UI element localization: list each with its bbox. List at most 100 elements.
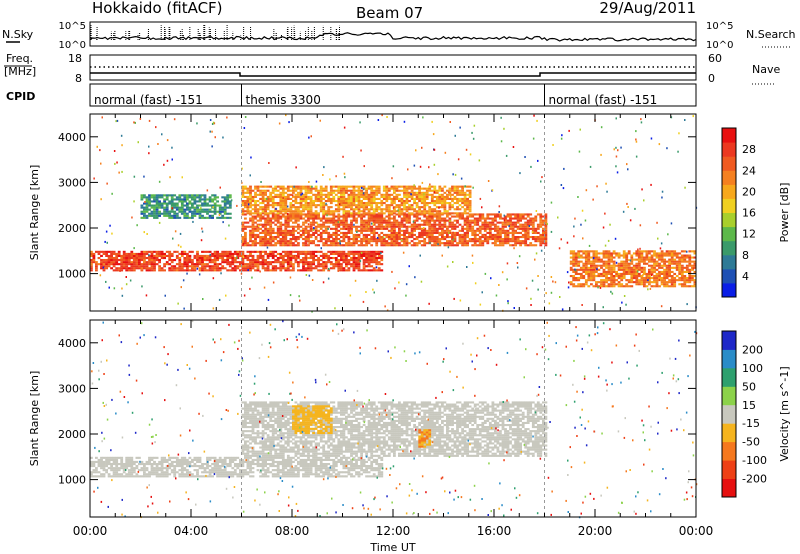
echo-cell (494, 215, 497, 218)
echo-cell (340, 231, 343, 234)
echo-cell (236, 254, 240, 257)
echo-speck (635, 130, 637, 133)
echo-cell (256, 269, 260, 272)
echo-cell (120, 467, 124, 470)
echo-cell (653, 277, 656, 280)
echo-cell (413, 197, 416, 200)
echo-cell (446, 219, 449, 222)
echo-cell (201, 198, 204, 201)
echo-cell (279, 238, 283, 241)
echo-cell (332, 217, 336, 220)
echo-speck (642, 273, 644, 276)
echo-cell (468, 215, 472, 218)
echo-cell (302, 265, 305, 268)
echo-cell (448, 213, 452, 216)
echo-speck (519, 172, 521, 175)
echo-cell (302, 252, 305, 255)
echo-cell (286, 261, 290, 264)
echo-cell (191, 212, 194, 215)
echo-cell (289, 244, 293, 247)
echo-cell (115, 473, 119, 476)
echo-cell (380, 242, 384, 245)
echo-cell (292, 195, 295, 198)
echo-cell (542, 231, 545, 234)
echo-cell (132, 267, 136, 270)
echo-cell (587, 258, 591, 261)
echo-cell (403, 187, 406, 190)
echo-cell (193, 202, 197, 205)
echo-cell (90, 254, 93, 257)
echo-cell (302, 187, 305, 190)
echo-cell (153, 265, 156, 268)
echo-speck (325, 202, 327, 205)
echo-cell (155, 210, 159, 213)
echo-cell (663, 281, 666, 284)
echo-speck (356, 231, 358, 233)
echo-cell (297, 206, 300, 209)
echo-cell (302, 257, 305, 260)
echo-cell (186, 206, 189, 209)
echo-cell (286, 197, 290, 200)
echo-cell (112, 261, 116, 264)
echo-cell (201, 216, 204, 219)
echo-cell (471, 233, 475, 236)
echo-cell (294, 238, 298, 241)
echo-cell (516, 213, 520, 216)
echo-cell (345, 191, 348, 194)
echo-speck (299, 299, 301, 302)
echo-cell (448, 242, 452, 245)
echo-speck (666, 147, 668, 150)
echo-cell (504, 225, 507, 228)
echo-cell (683, 275, 687, 278)
echo-cell (441, 213, 444, 216)
echo-cell (393, 202, 396, 205)
echo-cell (269, 263, 273, 266)
echo-cell (418, 240, 421, 243)
echo-speck (457, 158, 460, 161)
echo-cell (160, 206, 164, 209)
echo-cell (398, 204, 401, 207)
echo-cell (453, 189, 457, 192)
echo-cell (645, 250, 649, 253)
echo-speck (604, 244, 607, 247)
echo-cell (390, 233, 394, 236)
echo-cell (600, 283, 603, 286)
echo-cell (655, 268, 659, 271)
echo-cell (352, 200, 356, 203)
echo-cell (271, 252, 275, 255)
echo-cell (408, 200, 411, 203)
echo-cell (499, 213, 502, 216)
echo-cell (645, 252, 649, 255)
echo-cell (276, 259, 280, 262)
echo-cell (223, 206, 227, 209)
echo-cell (140, 250, 144, 253)
echo-cell (233, 265, 237, 268)
echo-cell (375, 197, 379, 200)
echo-cell (658, 256, 661, 259)
echo-cell (148, 208, 151, 211)
echo-cell (135, 467, 139, 470)
echo-cell (574, 279, 578, 282)
echo-cell (276, 204, 280, 207)
echo-cell (375, 208, 379, 211)
echo-cell (297, 217, 300, 220)
echo-cell (186, 259, 189, 262)
echo-cell (625, 260, 629, 263)
echo-cell (208, 196, 212, 199)
echo-cell (425, 212, 429, 215)
echo-cell (332, 215, 336, 218)
echo-cell (145, 252, 149, 255)
echo-cell (372, 202, 376, 205)
echo-speck (377, 119, 380, 121)
echo-cell (350, 206, 353, 209)
echo-cell (211, 216, 214, 219)
echo-cell (627, 252, 631, 255)
echo-speck (609, 223, 611, 226)
echo-cell (670, 262, 674, 265)
nave-tick-bottom: 0 (708, 72, 715, 85)
echo-cell (610, 252, 613, 255)
echo-cell (324, 225, 328, 228)
echo-cell (299, 269, 303, 272)
echo-speck (116, 161, 118, 164)
echo-cell (375, 244, 379, 247)
